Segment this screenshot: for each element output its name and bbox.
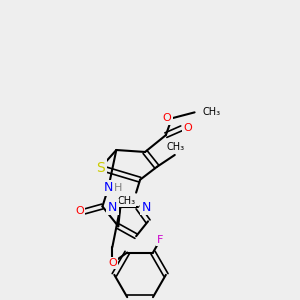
Text: CH₃: CH₃ [167, 142, 185, 152]
Text: N: N [104, 181, 113, 194]
Text: O: O [183, 123, 192, 133]
Text: S: S [96, 161, 105, 175]
Text: O: O [108, 258, 117, 268]
Text: H: H [114, 183, 122, 193]
Text: CH₃: CH₃ [117, 196, 135, 206]
Text: F: F [157, 235, 164, 245]
Text: N: N [108, 201, 117, 214]
Text: N: N [141, 201, 151, 214]
Text: O: O [163, 113, 171, 123]
Text: CH₃: CH₃ [202, 107, 220, 117]
Text: O: O [75, 206, 84, 216]
